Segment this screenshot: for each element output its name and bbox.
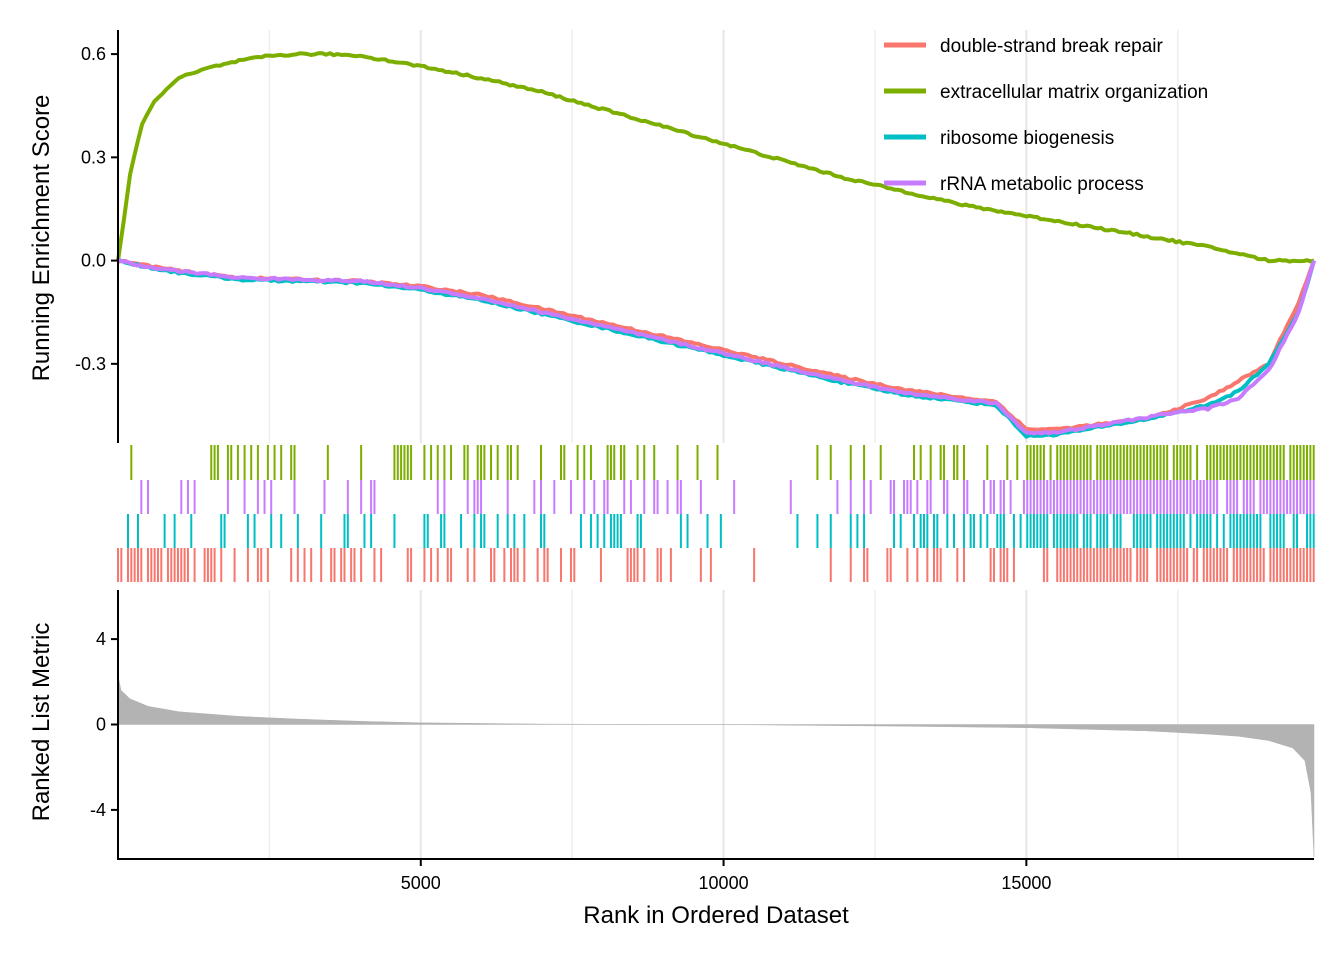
es-y-axis-title: Running Enrichment Score — [28, 95, 55, 382]
metric-y-tick-label: 0 — [96, 715, 106, 735]
legend-label: double-strand break repair — [940, 36, 1164, 57]
gene-hit-ticks — [117, 445, 1315, 582]
es-y-tick-label: -0.3 — [75, 354, 106, 374]
enrichment-lines — [116, 51, 1316, 439]
hit-row-3 — [140, 480, 1315, 514]
es-y-tick-label: 0.3 — [81, 147, 106, 167]
legend-label: ribosome biogenesis — [940, 128, 1114, 149]
legend-label: extracellular matrix organization — [940, 82, 1208, 103]
metric-y-tick-label: 4 — [96, 629, 106, 649]
metric-y-tick-label: -4 — [90, 800, 106, 820]
x-tick-label: 10000 — [699, 873, 749, 893]
ranked-metric-area — [117, 675, 1315, 857]
x-axis-title: Rank in Ordered Dataset — [583, 902, 849, 929]
hit-row-1 — [130, 445, 1315, 480]
enrichment-line — [116, 51, 1315, 264]
x-tick-label: 5000 — [401, 873, 441, 893]
hit-row-2 — [126, 514, 1315, 548]
axis-titles: Rank in Ordered Dataset Running Enrichme… — [28, 95, 849, 929]
legend: double-strand break repair extracellular … — [884, 36, 1208, 195]
legend-label: rRNA metabolic process — [940, 174, 1144, 195]
es-y-tick-label: 0.0 — [81, 251, 106, 271]
metric-y-axis-title: Ranked List Metric — [28, 623, 55, 822]
x-tick-label: 15000 — [1001, 873, 1051, 893]
hit-row-0 — [117, 548, 1315, 582]
enrichment-line — [117, 257, 1316, 436]
es-y-tick-label: 0.6 — [81, 44, 106, 64]
ranked-metric-panel — [117, 675, 1315, 857]
tick-labels: 5000 10000 15000 0.6 0.3 0.0 -0.3 4 0 -4 — [75, 44, 1051, 893]
